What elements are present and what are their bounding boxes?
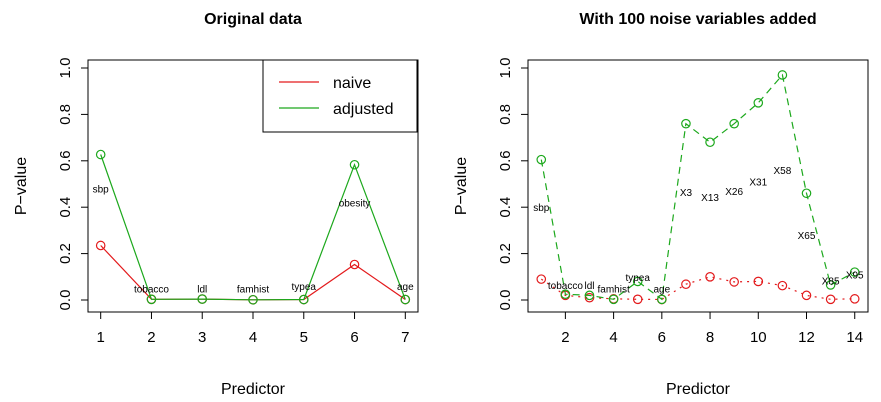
x-tick-label: 2	[561, 329, 569, 346]
y-tick-label: 0.8	[57, 104, 74, 125]
y-tick-label: 0.0	[57, 290, 74, 311]
legend-label: adjusted	[333, 101, 394, 118]
data-point-naive	[632, 294, 643, 305]
x-axis-title: Predictor	[221, 381, 286, 398]
y-tick-label: 0.4	[497, 197, 514, 218]
point-label: famhist	[237, 284, 269, 295]
point-label: sbp	[93, 185, 110, 196]
y-tick-label: 0.6	[497, 150, 514, 171]
data-point-naive	[777, 280, 788, 291]
chart-title: Original data	[204, 11, 302, 28]
data-point-adjusted	[608, 294, 619, 305]
point-label: ldl	[197, 284, 207, 295]
point-label: typea	[625, 273, 650, 284]
data-point-adjusted	[95, 149, 106, 160]
x-tick-label: 7	[401, 329, 409, 346]
point-label: obesity	[339, 199, 371, 210]
series-line-adjusted	[100, 154, 406, 301]
data-point-naive	[825, 294, 836, 305]
chart-panel-1: Original data 1 2 3 4 5 6 7 0.0 0.2 0.4 0.6 0.8 1.0 Pr…	[13, 11, 419, 398]
chart-panel-2: With 100 noise variables added 2 4 6 8 10 12 14…	[453, 11, 869, 398]
x-axis-title: Predictor	[666, 381, 731, 398]
x-tick-label: 6	[350, 329, 358, 346]
point-label: X95	[846, 270, 864, 281]
data-point-naive	[95, 240, 106, 251]
x-tick-label: 4	[249, 329, 257, 346]
point-label: X26	[725, 187, 743, 198]
point-label: sbp	[533, 203, 550, 214]
data-point-adjusted	[349, 159, 360, 170]
data-point-adjusted	[753, 98, 764, 108]
x-tick-label: 3	[198, 329, 206, 346]
y-axis-title: P−value	[453, 157, 470, 215]
y-tick-label: 0.4	[57, 197, 74, 218]
legend-label: naive	[333, 75, 371, 92]
data-point-adjusted	[632, 276, 643, 287]
data-point-adjusted	[298, 294, 309, 305]
data-point-naive	[729, 277, 739, 287]
legend-box	[262, 59, 418, 133]
x-tick-label: 8	[706, 329, 714, 346]
point-label: X13	[701, 193, 719, 204]
data-point-adjusted	[560, 289, 571, 299]
x-tick-label: 4	[609, 329, 617, 346]
y-tick-label: 1.0	[57, 58, 74, 79]
data-point-naive	[849, 294, 860, 304]
data-point-adjusted	[705, 137, 715, 148]
data-point-adjusted	[849, 267, 860, 277]
point-label: typea	[292, 282, 317, 293]
y-tick-label: 0.6	[57, 150, 74, 171]
y-tick-label: 0.0	[497, 290, 514, 311]
x-tick-label: 2	[147, 329, 155, 346]
point-label: X31	[749, 178, 767, 189]
y-axis-title: P−value	[13, 157, 30, 215]
data-point-adjusted	[584, 290, 595, 301]
point-label: X85	[822, 276, 840, 287]
data-point-adjusted	[400, 294, 411, 305]
y-tick-label: 1.0	[497, 58, 514, 79]
point-label: tobacco	[134, 284, 169, 295]
data-point-naive	[349, 259, 360, 270]
data-point-adjusted	[197, 294, 208, 304]
data-point-adjusted	[536, 154, 547, 165]
point-label: X3	[680, 188, 693, 199]
point-label: tobacco	[548, 281, 583, 292]
data-point-naive	[536, 274, 547, 284]
data-point-adjusted	[801, 188, 812, 199]
x-tick-label: 5	[300, 329, 308, 346]
y-tick-label: 0.2	[57, 243, 74, 264]
data-point-adjusted	[825, 280, 836, 290]
x-tick-label: 10	[750, 329, 767, 346]
point-label: X58	[773, 166, 791, 177]
plot-frame	[527, 59, 869, 313]
y-tick-label: 0.8	[497, 104, 514, 125]
data-point-adjusted	[146, 294, 157, 305]
data-point-adjusted	[248, 294, 258, 305]
point-label: X65	[798, 231, 816, 242]
point-label: age	[397, 282, 414, 293]
data-point-adjusted	[777, 70, 788, 80]
data-point-adjusted	[729, 118, 739, 129]
data-point-naive	[705, 271, 715, 282]
chart-title: With 100 noise variables added	[579, 11, 816, 28]
series-line-adjusted	[540, 73, 855, 301]
x-tick-label: 12	[798, 329, 815, 346]
y-tick-label: 0.2	[497, 243, 514, 264]
point-label: age	[653, 284, 670, 295]
x-tick-label: 1	[97, 329, 105, 346]
point-label: famhist	[597, 284, 629, 295]
data-point-adjusted	[681, 118, 691, 129]
legend: naive adjusted	[262, 59, 418, 133]
data-point-adjusted	[657, 294, 667, 305]
data-point-naive	[801, 290, 812, 301]
x-tick-label: 6	[658, 329, 666, 346]
point-label: ldl	[584, 281, 594, 292]
x-tick-label: 14	[846, 329, 863, 346]
data-point-naive	[753, 276, 764, 287]
data-point-naive	[681, 279, 691, 290]
